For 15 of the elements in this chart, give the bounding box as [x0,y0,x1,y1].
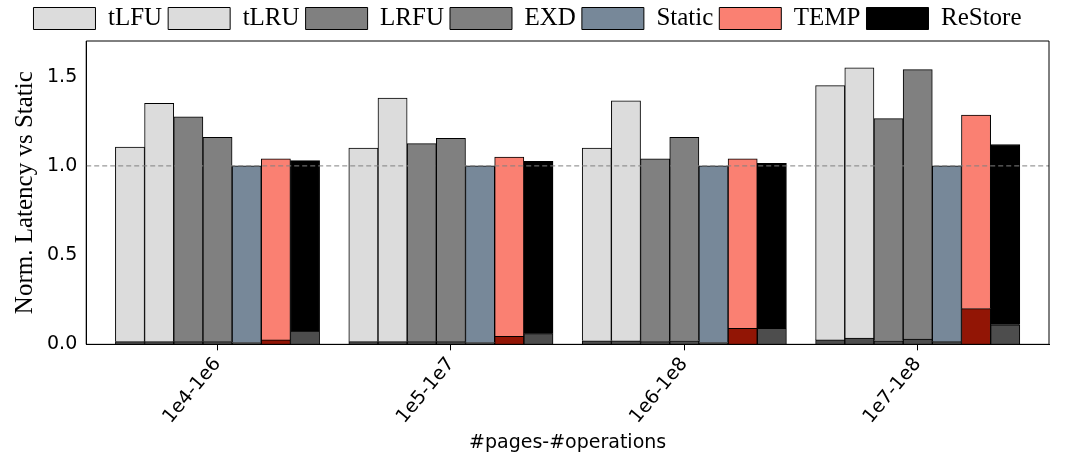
legend-label: ReStore [940,3,1022,31]
legend-label: EXD [524,3,576,31]
legend-label: tLFU [107,3,163,31]
bar [290,160,320,331]
legend-label: TEMP [793,3,861,31]
y-tick-label: 0.5 [47,242,78,265]
y-axis-title: Norm. Latency vs Static [9,71,37,315]
legend-label: Static [656,3,714,31]
bar [756,162,787,329]
y-tick-label: 1.5 [47,63,78,86]
legend-label: tLRU [242,3,300,31]
x-axis-title: #pages-#operations [469,429,667,452]
y-tick-label: 0.0 [47,331,78,354]
y-tick-label: 1.0 [47,152,78,175]
legend-label: LRFU [380,3,444,31]
